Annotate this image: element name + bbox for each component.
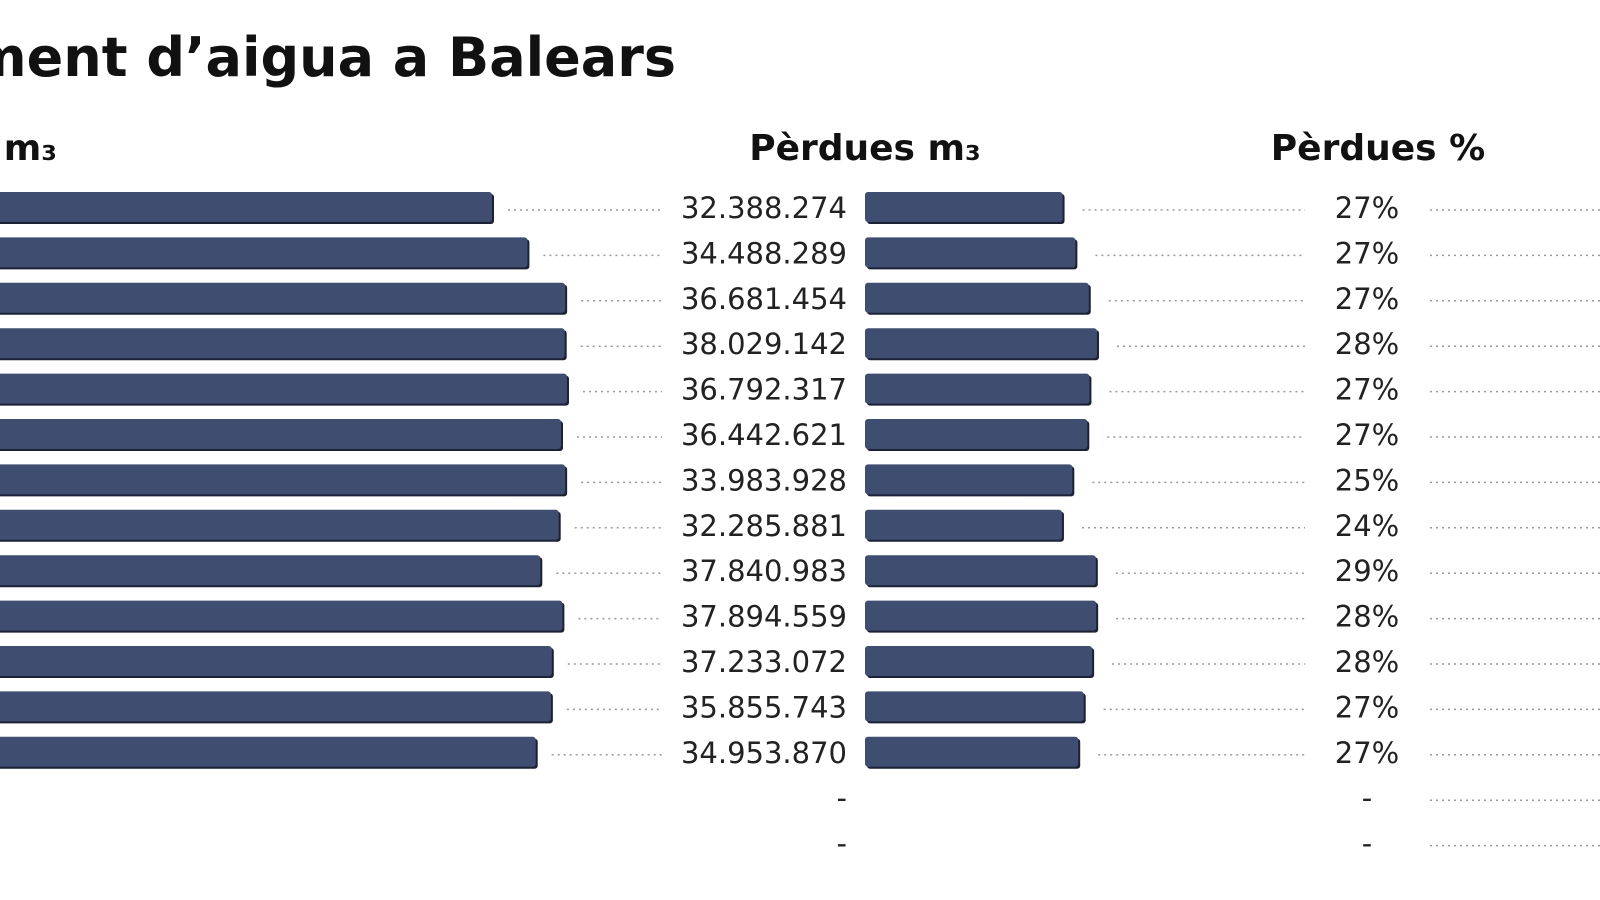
losses-label: 36.681.454 xyxy=(681,282,847,316)
bar xyxy=(0,419,561,449)
bar xyxy=(865,192,1063,222)
bar xyxy=(865,555,1096,586)
bar xyxy=(865,736,1079,767)
bar xyxy=(0,237,528,268)
loss-pct-label: 24% xyxy=(1335,509,1399,543)
bar xyxy=(865,464,1073,495)
loss-pct-label: 27% xyxy=(1335,373,1399,407)
bar xyxy=(0,464,566,495)
loss-pct-label: 27% xyxy=(1335,418,1399,452)
losses-label: 36.792.317 xyxy=(681,373,847,407)
loss-pct-label: - xyxy=(1362,827,1372,861)
losses-label: - xyxy=(837,781,847,815)
loss-pct-label: - xyxy=(1362,781,1372,815)
loss-pct-label: 27% xyxy=(1335,282,1399,316)
bar xyxy=(865,237,1076,268)
bar xyxy=(865,328,1097,359)
loss-pct-label: 27% xyxy=(1335,236,1399,270)
loss-pct-label: 27% xyxy=(1335,736,1399,770)
bar xyxy=(0,509,559,540)
bar xyxy=(865,282,1089,313)
losses-label: - xyxy=(837,827,847,861)
bar xyxy=(0,736,536,767)
loss-pct-label: 29% xyxy=(1335,554,1399,588)
bar xyxy=(0,328,565,359)
losses-label: 32.285.881 xyxy=(681,509,847,543)
bar xyxy=(0,282,566,313)
losses-label: 34.488.289 xyxy=(681,236,847,270)
loss-pct-label: 28% xyxy=(1335,600,1399,634)
losses-label: 38.029.142 xyxy=(681,327,847,361)
bar xyxy=(0,373,567,404)
bar xyxy=(865,691,1084,722)
losses-label: 37.894.559 xyxy=(681,600,847,634)
losses-label: 33.983.928 xyxy=(681,463,847,497)
bar xyxy=(0,646,552,676)
loss-pct-label: 27% xyxy=(1335,690,1399,724)
title: ment d’aigua a Balears xyxy=(0,26,676,89)
header: Pèrdues m₃ xyxy=(749,128,981,169)
losses-label: 36.442.621 xyxy=(681,418,847,452)
loss-pct-label: 28% xyxy=(1335,327,1399,361)
bar xyxy=(0,600,563,631)
bar xyxy=(0,555,541,586)
bar xyxy=(865,646,1093,676)
loss-pct-label: 25% xyxy=(1335,463,1399,497)
bar xyxy=(0,691,551,722)
header: m₃ xyxy=(4,128,57,169)
losses-label: 37.840.983 xyxy=(681,554,847,588)
bar xyxy=(865,419,1088,449)
header: Pèrdues % xyxy=(1271,128,1485,169)
bar xyxy=(865,509,1062,540)
loss-pct-label: 27% xyxy=(1335,191,1399,225)
losses-label: 32.388.274 xyxy=(681,191,847,225)
loss-pct-label: 28% xyxy=(1335,645,1399,679)
losses-label: 34.953.870 xyxy=(681,736,847,770)
losses-label: 37.233.072 xyxy=(681,645,847,679)
bar xyxy=(865,373,1090,404)
bar xyxy=(865,600,1097,631)
losses-label: 35.855.743 xyxy=(681,690,847,724)
bar xyxy=(0,192,492,222)
